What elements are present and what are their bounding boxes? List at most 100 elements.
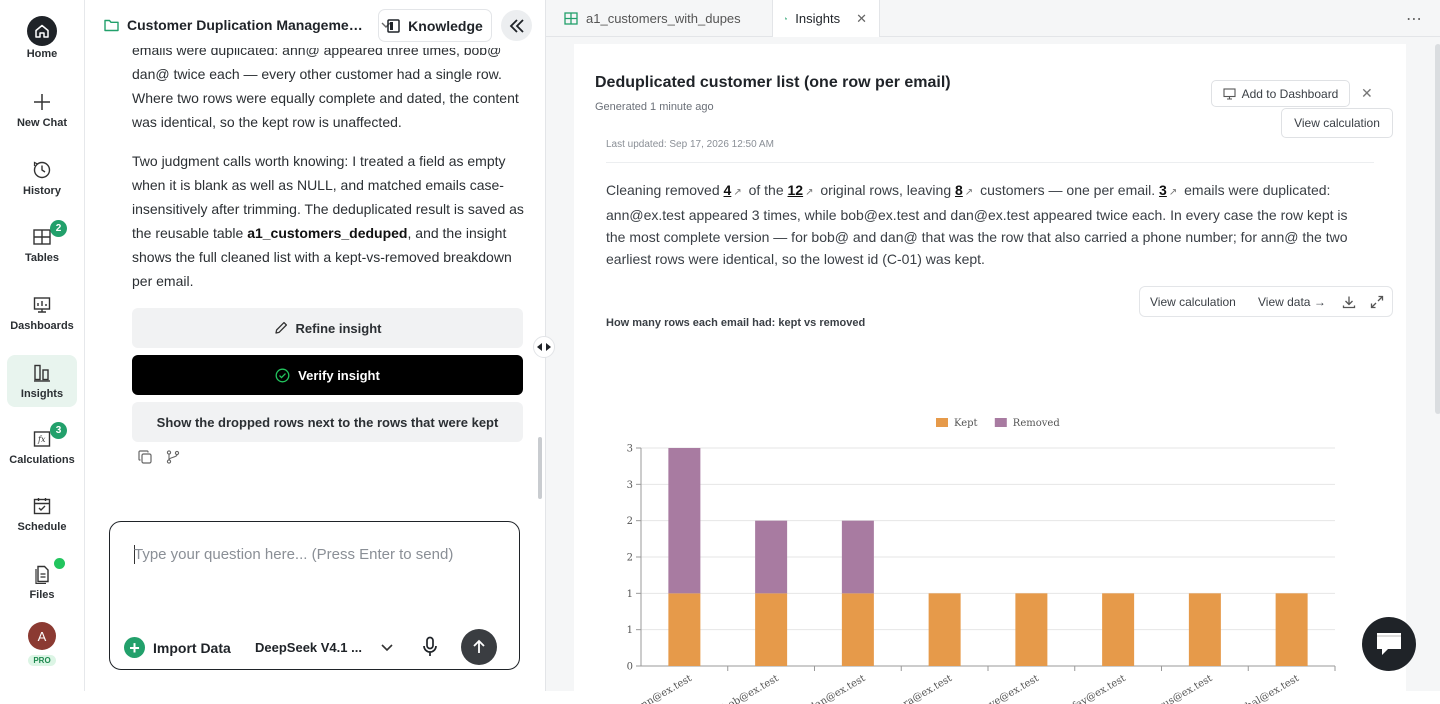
duplicate-count-link[interactable]: 3 [1159,182,1167,198]
divider [606,162,1374,163]
copy-icon[interactable] [138,450,152,464]
x-tick-label: hal@ex.test [1244,673,1301,704]
tab-customers-table[interactable]: a1_customers_with_dupes [552,0,772,37]
bar-kept [668,593,701,666]
workspace-scrollbar[interactable] [1435,44,1440,414]
y-tick-label: 2 [627,553,633,564]
x-tick-label: bob@ex.test [721,673,781,704]
nav-tables[interactable]: 2 Tables [7,219,77,271]
nav-calculations[interactable]: fx 3 Calculations [7,421,77,473]
add-to-dashboard-label: Add to Dashboard [1241,86,1339,101]
text-caret [134,545,135,564]
y-tick-label: 2 [627,516,633,527]
x-tick-label: ann@ex.test [634,673,694,704]
refine-insight-button[interactable]: Refine insight [132,308,523,348]
table-icon: 2 [31,220,67,248]
chat-support-button[interactable] [1362,617,1416,671]
model-selector[interactable]: DeepSeek V4.1 ... [255,640,362,655]
knowledge-button[interactable]: Knowledge [378,9,492,42]
knowledge-label: Knowledge [408,17,483,34]
chat-panel: emails were duplicated: ann@ appeared th… [86,0,544,691]
verify-insight-label: Verify insight [298,367,380,383]
view-calculation-label: View calculation [1294,116,1380,130]
collapse-panel-button[interactable] [501,10,532,41]
dashboard-add-icon [1223,87,1236,100]
suggestion-label: Show the dropped rows next to the rows t… [156,414,499,430]
external-link-icon: ↗ [1168,187,1178,198]
files-icon [31,558,65,585]
resize-arrows-icon [537,343,551,351]
bar-kept [1102,593,1135,666]
chevron-down-icon[interactable] [380,640,394,654]
calculations-count-badge: 3 [50,422,67,439]
legend-swatch [994,418,1007,427]
expand-icon[interactable] [1370,295,1384,309]
tab-label: a1_customers_with_dupes [586,11,741,26]
panel-resize-handle[interactable] [533,336,555,358]
dashboard-icon [31,294,53,316]
view-calculation-link[interactable]: View calculation [1150,295,1236,309]
nav-new-chat[interactable]: New Chat [7,84,77,136]
branch-icon[interactable] [166,450,180,464]
chat-composer: Type your question here... (Press Enter … [109,521,520,670]
nav-insights[interactable]: Insights [7,355,77,407]
bar-kept [841,593,874,666]
nav-history[interactable]: History [7,152,77,204]
nav-dashboards-label: Dashboards [10,320,74,332]
insight-card: Deduplicated customer list (one row per … [574,44,1406,704]
removed-count-link[interactable]: 4 [723,182,732,198]
x-tick-label: eve@ex.test [982,673,1041,704]
view-data-link[interactable]: View data → [1258,295,1326,309]
verify-insight-button[interactable]: Verify insight [132,355,523,395]
chat-input[interactable]: Type your question here... (Press Enter … [134,546,454,563]
external-link-icon: ↗ [964,187,974,198]
download-icon[interactable] [1342,295,1356,309]
nav-dashboards[interactable]: Dashboards [7,287,77,339]
avatar[interactable]: A [28,622,56,650]
calendar-icon [31,495,53,517]
suggestion-button[interactable]: Show the dropped rows next to the rows t… [132,402,523,442]
original-count-link[interactable]: 12 [787,182,804,198]
chat-scrollbar[interactable] [538,437,542,499]
nav-files[interactable]: Files [7,556,77,608]
chat-bubble-icon [1377,633,1401,655]
nav-schedule[interactable]: Schedule [7,488,77,540]
message-text: Two judgment calls worth knowing: I trea… [132,153,524,241]
nav-home-label: Home [26,48,58,60]
microphone-icon[interactable] [420,636,440,658]
y-tick-label: 3 [627,444,633,455]
close-tab-icon[interactable]: ✕ [856,10,867,26]
summary-text: of the [744,182,788,198]
legend-label: Kept [954,418,978,429]
view-calculation-button[interactable]: View calculation [1281,108,1393,138]
chat-header: Customer Duplication Manageme… Knowledge [86,0,544,48]
bar-kept [755,593,788,666]
project-selector[interactable]: Customer Duplication Manageme… [104,17,391,33]
pencil-icon [274,321,287,334]
nav-insights-label: Insights [20,388,64,400]
nav-new-chat-label: New Chat [16,117,68,129]
add-to-dashboard-button[interactable]: Add to Dashboard [1211,80,1350,107]
y-tick-label: 1 [627,625,633,636]
kept-count-link[interactable]: 8 [955,182,963,198]
tab-label: Insights [795,11,841,26]
check-circle-icon [275,368,290,382]
bar-removed [755,520,788,594]
more-options-icon[interactable]: ⋯ [1406,11,1423,28]
legend-label: Removed [1013,418,1061,429]
arrow-up-icon [473,639,485,653]
send-button[interactable] [461,629,497,665]
chart-toolbar: View calculation View data → [1139,286,1393,317]
table-name: a1_customers_deduped [247,225,408,241]
external-link-icon: ↗ [733,187,742,198]
chart-title: How many rows each email had: kept vs re… [606,317,866,329]
nav-home[interactable]: Home [7,12,77,64]
close-icon[interactable]: ✕ [1361,85,1373,101]
nav-rail: Home New Chat History 2 Tables Dashboard… [0,0,85,691]
plan-badge: PRO [28,655,56,666]
tab-insights[interactable]: Insights ✕ [772,0,880,37]
import-data-button[interactable]: + Import Data [124,637,231,658]
nav-files-label: Files [29,589,55,601]
message-paragraph-1: dan@ twice each — every other customer h… [132,66,519,130]
x-tick-label: dan@ex.test [808,673,868,704]
